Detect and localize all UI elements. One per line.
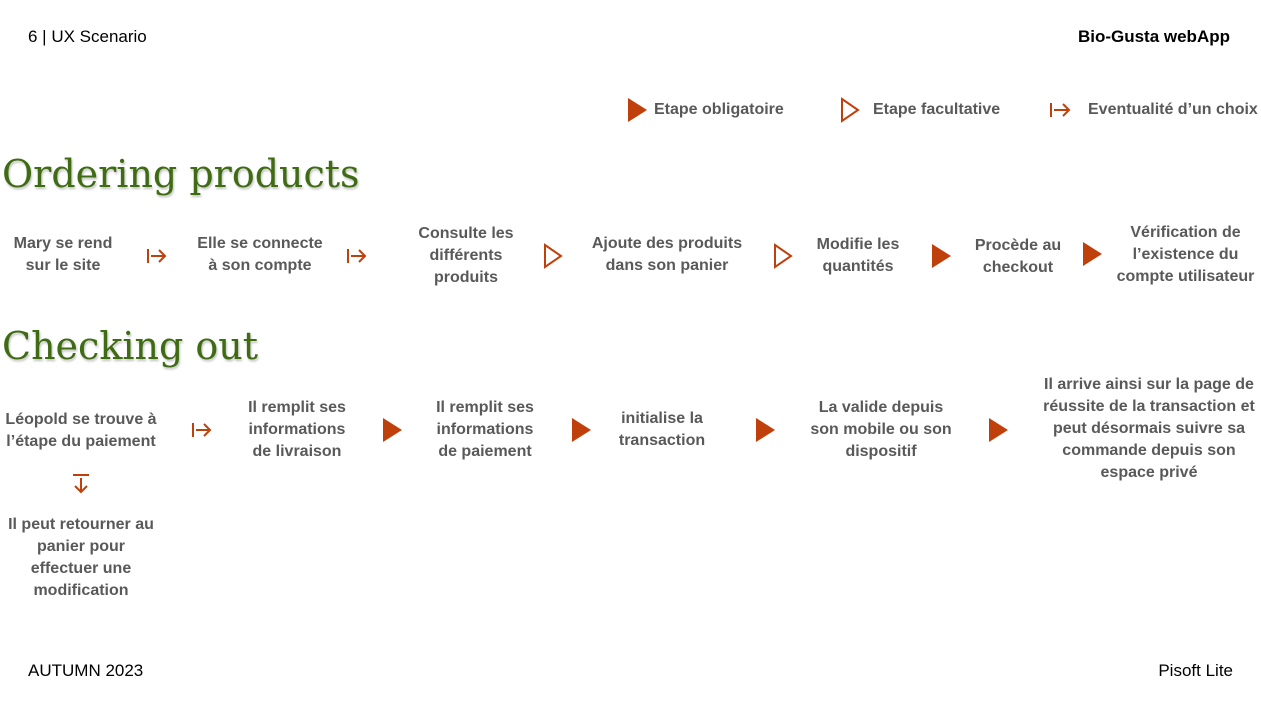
ordering-step-2-label: Elle se connecte à son compte (197, 235, 323, 274)
outline-triangle-icon (541, 243, 565, 269)
bar-arrow-down-icon (69, 472, 93, 496)
checkout-step-4: initialise la transaction (600, 407, 724, 453)
filled-triangle-icon (1080, 241, 1104, 267)
bar-arrow-right-icon (190, 418, 214, 442)
ordering-step-1-label: Mary se rend sur le site (13, 235, 113, 274)
legend-mandatory: Etape obligatoire (627, 97, 784, 123)
filled-triangle-icon (986, 417, 1010, 443)
checkout-step-5-label: La valide depuis son mobile ou son dispo… (810, 399, 952, 460)
checkout-step-5: La valide depuis son mobile ou son dispo… (796, 396, 966, 464)
checkout-step-6-label: Il arrive ainsi sur la page de réussite … (1043, 376, 1255, 481)
ordering-step-7: Vérification de l’existence du compte ut… (1110, 221, 1261, 289)
checkout-branch-step: Il peut retourner au panier pour effectu… (0, 513, 162, 603)
filled-triangle-icon (569, 417, 593, 443)
section-title-ordering: Ordering products (2, 152, 360, 196)
ordering-step-6: Procède au checkout (960, 234, 1076, 280)
checkout-step-3: Il remplit ses informations de paiement (418, 396, 552, 464)
bar-arrow-right-icon (1050, 103, 1071, 117)
checkout-step-1: Léopold se trouve à l’étape du paiement (0, 408, 162, 454)
footer-right: Pisoft Lite (1158, 661, 1233, 680)
checkout-step-6: Il arrive ainsi sur la page de réussite … (1032, 373, 1261, 485)
ordering-step-1: Mary se rend sur le site (3, 232, 123, 278)
ordering-step-3: Consulte les différents produits (400, 222, 532, 290)
bar-arrow-right-icon (145, 244, 169, 268)
filled-triangle-icon (929, 243, 953, 269)
ordering-step-6-label: Procède au checkout (974, 237, 1062, 276)
filled-triangle-icon (628, 98, 647, 122)
legend-mandatory-label: Etape obligatoire (654, 101, 784, 118)
legend-optional: Etape facultative (839, 97, 1000, 123)
filled-triangle-icon (753, 417, 777, 443)
outline-triangle-icon (841, 97, 860, 123)
checkout-step-2-label: Il remplit ses informations de livraison (248, 399, 346, 460)
checkout-step-4-label: initialise la transaction (618, 410, 706, 449)
section-title-checkout: Checking out (2, 324, 258, 368)
ordering-step-5-label: Modifie les quantités (816, 236, 900, 275)
legend-choice: Eventualité d’un choix (1048, 97, 1258, 123)
legend-optional-label: Etape facultative (873, 101, 1001, 118)
ordering-step-4: Ajoute des produits dans son panier (578, 232, 756, 278)
ordering-step-4-label: Ajoute des produits dans son panier (591, 235, 743, 274)
checkout-step-3-label: Il remplit ses informations de paiement (436, 399, 534, 460)
ordering-step-3-label: Consulte les différents produits (418, 225, 514, 286)
ordering-step-5: Modifie les quantités (800, 233, 916, 279)
filled-triangle-icon (380, 417, 404, 443)
checkout-step-2: Il remplit ses informations de livraison (230, 396, 364, 464)
legend-choice-label: Eventualité d’un choix (1088, 101, 1258, 118)
checkout-branch-label: Il peut retourner au panier pour effectu… (8, 516, 154, 599)
ordering-step-7-label: Vérification de l’existence du compte ut… (1116, 224, 1255, 285)
bar-arrow-right-icon (345, 244, 369, 268)
page-header-right: Bio-Gusta webApp (1077, 27, 1230, 46)
checkout-step-1-label: Léopold se trouve à l’étape du paiement (5, 411, 157, 450)
outline-triangle-icon (771, 243, 795, 269)
page-header-left: 6 | UX Scenario (28, 27, 147, 46)
ordering-step-2: Elle se connecte à son compte (186, 232, 334, 278)
footer-left: AUTUMN 2023 (28, 661, 144, 680)
